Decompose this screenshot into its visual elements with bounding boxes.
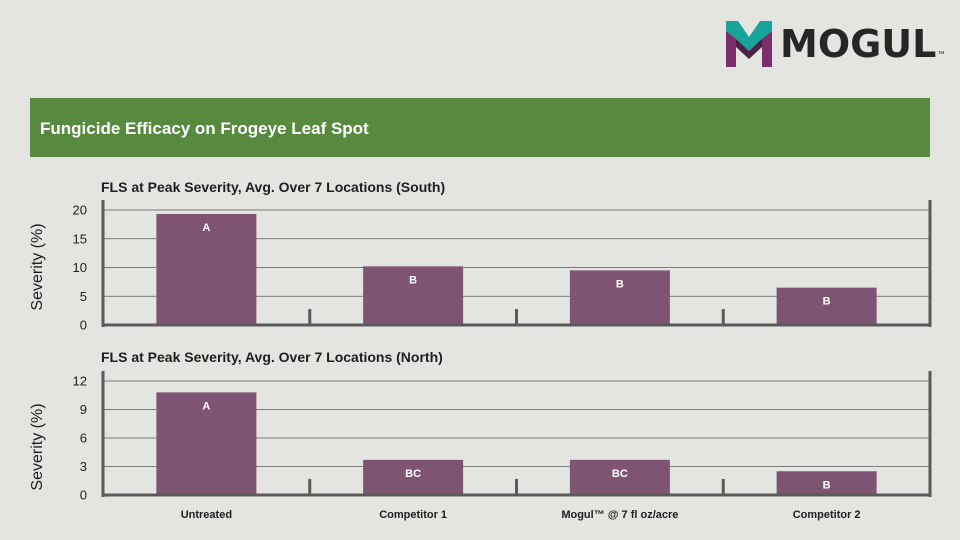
chart-title-south: FLS at Peak Severity, Avg. Over 7 Locati…	[101, 179, 446, 195]
bar-data-label-north: BC	[405, 468, 421, 480]
title-banner: Fungicide Efficacy on Frogeye Leaf Spot	[30, 98, 930, 157]
bar-data-label-north: B	[823, 479, 831, 491]
bar-south	[156, 214, 257, 324]
y-tick-label-north: 3	[80, 459, 87, 474]
x-tick-label: Competitor 1	[379, 509, 447, 521]
bar-south	[776, 287, 877, 324]
brand-logo: MOGUL ™	[726, 20, 944, 68]
bar-south	[569, 270, 670, 324]
y-tick-label-south: 5	[80, 289, 87, 304]
x-tick-label: Mogul™ @ 7 fl oz/acre	[561, 509, 678, 521]
bar-data-label-south: B	[823, 296, 831, 308]
bar-data-label-south: B	[409, 274, 417, 286]
y-tick-label-south: 20	[73, 203, 87, 218]
banner-title: Fungicide Efficacy on Frogeye Leaf Spot	[40, 119, 369, 138]
y-tick-label-north: 12	[73, 374, 87, 389]
bar-data-label-north: BC	[612, 468, 628, 480]
bar-north	[776, 471, 877, 494]
bar-north	[569, 459, 670, 494]
y-tick-label-north: 0	[80, 488, 87, 503]
x-tick-label: Untreated	[181, 509, 232, 521]
bar-data-label-south: B	[616, 278, 624, 290]
y-tick-label-south: 0	[80, 318, 87, 333]
logo-trademark: ™	[937, 51, 945, 58]
logo-wordmark: MOGUL	[780, 22, 937, 66]
bar-south	[363, 266, 464, 324]
bar-north	[363, 459, 464, 494]
y-tick-label-south: 15	[73, 231, 87, 246]
y-tick-label-south: 10	[73, 260, 87, 275]
bar-data-label-south: A	[202, 222, 210, 234]
bar-north	[156, 392, 257, 494]
mogul-logo-icon	[726, 21, 772, 67]
y-tick-label-north: 9	[80, 402, 87, 417]
x-tick-label: Competitor 2	[793, 509, 861, 521]
bar-data-label-north: A	[202, 400, 210, 412]
y-tick-label-north: 6	[80, 431, 87, 446]
chart-title-north: FLS at Peak Severity, Avg. Over 7 Locati…	[101, 349, 443, 365]
